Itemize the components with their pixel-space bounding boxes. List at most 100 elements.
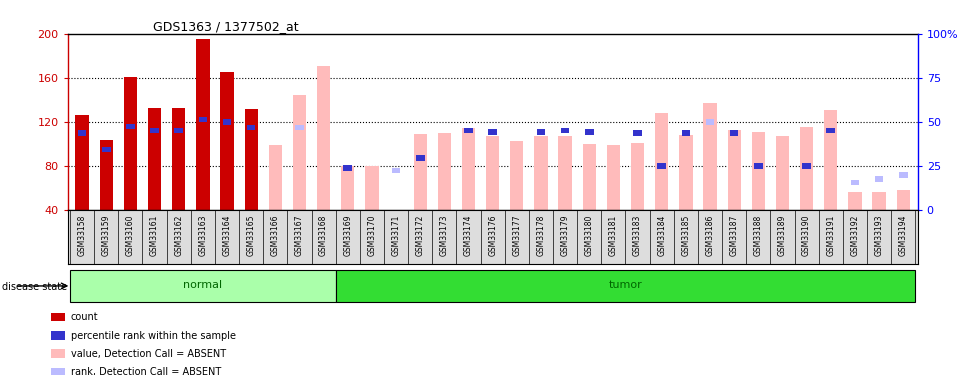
Text: rank, Detection Call = ABSENT: rank, Detection Call = ABSENT bbox=[71, 368, 221, 375]
Text: GSM33193: GSM33193 bbox=[874, 214, 884, 256]
Text: GSM33178: GSM33178 bbox=[536, 214, 546, 256]
Bar bbox=[703, 103, 717, 210]
Bar bbox=[730, 130, 738, 136]
Text: GSM33161: GSM33161 bbox=[150, 214, 159, 256]
Bar bbox=[344, 165, 352, 171]
Bar bbox=[317, 66, 330, 210]
FancyBboxPatch shape bbox=[336, 270, 916, 302]
Bar bbox=[875, 176, 883, 182]
Bar bbox=[752, 132, 765, 210]
Text: GSM33164: GSM33164 bbox=[222, 214, 232, 256]
Text: GSM33191: GSM33191 bbox=[826, 214, 836, 256]
Text: GSM33174: GSM33174 bbox=[464, 214, 473, 256]
Bar bbox=[102, 147, 110, 152]
Text: GSM33162: GSM33162 bbox=[174, 214, 184, 256]
Text: GSM33188: GSM33188 bbox=[753, 214, 763, 256]
Bar bbox=[124, 77, 137, 210]
Text: GSM33192: GSM33192 bbox=[850, 214, 860, 256]
Text: GSM33160: GSM33160 bbox=[126, 214, 135, 256]
Text: count: count bbox=[71, 312, 99, 322]
Text: normal: normal bbox=[184, 280, 222, 290]
Text: GDS1363 / 1377502_at: GDS1363 / 1377502_at bbox=[153, 20, 298, 33]
Bar bbox=[658, 163, 666, 169]
Bar bbox=[413, 134, 427, 210]
Bar bbox=[706, 119, 714, 124]
Bar bbox=[727, 130, 741, 210]
Text: GSM33186: GSM33186 bbox=[705, 214, 715, 256]
Text: GSM33184: GSM33184 bbox=[657, 214, 667, 256]
Text: disease state: disease state bbox=[2, 282, 67, 292]
Bar bbox=[561, 128, 569, 134]
Text: GSM33158: GSM33158 bbox=[77, 214, 87, 256]
Bar bbox=[75, 115, 89, 210]
Text: GSM33167: GSM33167 bbox=[295, 214, 304, 256]
Text: GSM33170: GSM33170 bbox=[367, 214, 377, 256]
Bar bbox=[392, 168, 400, 173]
Bar bbox=[682, 130, 690, 136]
Bar bbox=[899, 172, 907, 177]
Text: GSM33190: GSM33190 bbox=[802, 214, 811, 256]
Bar bbox=[655, 113, 668, 210]
Bar bbox=[582, 144, 596, 210]
Bar bbox=[824, 110, 838, 210]
Bar bbox=[244, 109, 258, 210]
Bar bbox=[776, 136, 789, 210]
Text: GSM33181: GSM33181 bbox=[609, 214, 618, 256]
Bar bbox=[127, 123, 134, 129]
Bar bbox=[851, 180, 859, 185]
Text: GSM33194: GSM33194 bbox=[898, 214, 908, 256]
Text: percentile rank within the sample: percentile rank within the sample bbox=[71, 331, 236, 340]
Bar bbox=[534, 136, 548, 210]
Bar bbox=[223, 119, 231, 124]
Bar bbox=[872, 192, 886, 210]
Bar bbox=[803, 163, 810, 169]
Bar bbox=[296, 124, 303, 130]
Bar bbox=[51, 350, 66, 358]
Bar bbox=[416, 156, 424, 161]
Bar bbox=[634, 130, 641, 136]
Bar bbox=[51, 313, 66, 321]
Bar bbox=[607, 145, 620, 210]
Bar bbox=[558, 136, 572, 210]
Bar bbox=[631, 143, 644, 210]
Text: GSM33177: GSM33177 bbox=[512, 214, 522, 256]
Bar bbox=[199, 117, 207, 122]
Bar bbox=[78, 130, 86, 136]
Text: GSM33169: GSM33169 bbox=[343, 214, 353, 256]
Bar bbox=[679, 135, 693, 210]
Bar bbox=[754, 163, 762, 169]
Bar bbox=[196, 39, 210, 210]
Bar bbox=[848, 192, 862, 210]
Bar bbox=[220, 72, 234, 210]
Bar bbox=[148, 108, 161, 210]
Bar bbox=[172, 108, 185, 210]
Bar bbox=[585, 129, 593, 135]
Bar bbox=[706, 119, 714, 124]
Text: GSM33187: GSM33187 bbox=[729, 214, 739, 256]
Bar bbox=[896, 190, 910, 210]
Bar bbox=[486, 136, 499, 210]
Text: GSM33176: GSM33176 bbox=[488, 214, 497, 256]
Text: tumor: tumor bbox=[609, 280, 642, 290]
Bar bbox=[827, 128, 835, 134]
Text: GSM33183: GSM33183 bbox=[633, 214, 642, 256]
Bar bbox=[462, 129, 475, 210]
Text: GSM33185: GSM33185 bbox=[681, 214, 691, 256]
Text: value, Detection Call = ABSENT: value, Detection Call = ABSENT bbox=[71, 349, 226, 359]
Text: GSM33179: GSM33179 bbox=[560, 214, 570, 256]
Bar bbox=[510, 141, 524, 210]
Text: GSM33163: GSM33163 bbox=[198, 214, 208, 256]
Bar bbox=[175, 128, 183, 134]
Bar bbox=[151, 128, 158, 134]
Text: GSM33159: GSM33159 bbox=[101, 214, 111, 256]
Bar bbox=[51, 368, 66, 375]
Text: GSM33166: GSM33166 bbox=[270, 214, 280, 256]
Text: GSM33180: GSM33180 bbox=[584, 214, 594, 256]
Text: GSM33172: GSM33172 bbox=[415, 214, 425, 256]
Bar bbox=[341, 166, 355, 210]
Text: GSM33171: GSM33171 bbox=[391, 214, 401, 256]
Bar bbox=[800, 128, 813, 210]
Bar bbox=[247, 124, 255, 130]
Bar bbox=[489, 129, 497, 135]
Bar bbox=[465, 128, 472, 134]
